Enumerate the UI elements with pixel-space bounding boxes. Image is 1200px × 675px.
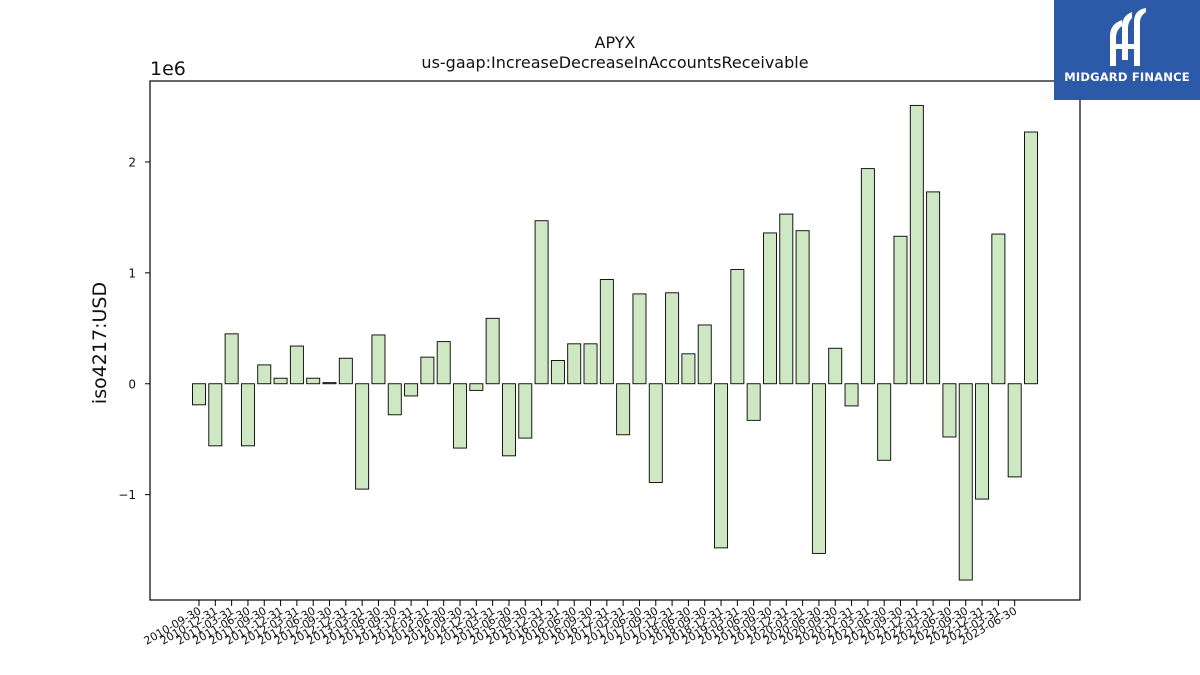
bar-2014-09-30 — [453, 383, 467, 449]
bar-2022-06-30 — [942, 383, 957, 438]
plot-frame — [149, 80, 1081, 601]
bar-2020-12-31 — [844, 383, 859, 407]
bar-2021-03-31 — [860, 168, 875, 385]
bar-2011-03-31 — [224, 333, 239, 385]
bar-51 — [1024, 131, 1038, 385]
y-tick-label: 0 — [128, 377, 136, 391]
bar-2022-03-31 — [926, 191, 941, 385]
bar-2012-12-31 — [338, 357, 353, 385]
bar-2021-09-30 — [893, 235, 908, 385]
x-axis: 2010-09-302010-12-312011-03-312011-06-30… — [142, 600, 1019, 648]
bar-2011-12-31 — [273, 377, 288, 385]
bar-2015-06-30 — [501, 383, 516, 457]
bar-2011-09-30 — [257, 364, 272, 385]
brand-logo: MIDGARD FINANCE — [1054, 0, 1200, 100]
bars-group — [192, 104, 1038, 581]
bar-2015-09-30 — [518, 383, 533, 439]
bar-2022-09-30 — [958, 383, 973, 581]
y-scale-label: 1e6 — [150, 58, 186, 80]
bar-2022-12-31 — [975, 383, 990, 500]
bar-2012-06-30 — [306, 377, 321, 385]
midgard-logo-icon — [1110, 8, 1146, 66]
bar-2019-09-30 — [763, 232, 777, 385]
bar-2013-06-30 — [371, 334, 386, 385]
bar-2017-09-30 — [648, 383, 663, 483]
bar-2012-09-30 — [322, 382, 337, 385]
bar-2020-09-30 — [828, 347, 843, 385]
bar-2017-03-31 — [616, 383, 631, 436]
logo-text: MIDGARD FINANCE — [1064, 70, 1190, 84]
bar-2016-06-30 — [567, 343, 582, 385]
bar-2023-06-30 — [1007, 383, 1022, 478]
bar-2020-03-31 — [795, 230, 810, 385]
y-tick-label: 2 — [128, 155, 136, 169]
bar-2019-12-31 — [779, 213, 794, 385]
y-axis-label: iso4217:USD — [89, 282, 111, 404]
chart-subtitle: us-gaap:IncreaseDecreaseInAccountsReceiv… — [421, 53, 809, 72]
chart-title: APYX — [594, 33, 636, 52]
bar-2015-03-31 — [485, 317, 500, 385]
bar-2010-09-30 — [192, 383, 206, 406]
bar-2019-03-31 — [730, 269, 745, 385]
bar-2021-06-30 — [877, 383, 892, 461]
bar-2018-12-31 — [714, 383, 729, 549]
bar-2014-06-30 — [436, 341, 451, 385]
y-axis: −1 0 1 2 — [118, 155, 150, 502]
bar-2015-12-31 — [534, 220, 549, 385]
bar-2018-09-30 — [697, 324, 712, 385]
bar-2010-12-31 — [208, 383, 223, 447]
bar-2016-12-31 — [599, 279, 614, 385]
bar-2014-12-31 — [469, 383, 484, 391]
bar-2019-06-30 — [746, 383, 761, 421]
bar-2021-12-31 — [909, 104, 924, 385]
bar-2017-06-30 — [632, 293, 647, 385]
bar-2014-03-31 — [420, 356, 435, 385]
bar-2016-09-30 — [583, 343, 598, 385]
bar-2017-12-31 — [665, 292, 680, 385]
bar-2011-06-30 — [240, 383, 255, 447]
bar-2018-06-30 — [681, 353, 696, 385]
bar-2016-03-31 — [550, 360, 565, 385]
bar-2012-03-31 — [289, 345, 304, 385]
bar-2013-09-30 — [387, 383, 402, 416]
bar-2013-03-31 — [355, 383, 370, 490]
bar-2023-03-31 — [991, 233, 1006, 385]
bar-2013-12-31 — [404, 383, 419, 397]
bar-2020-06-30 — [811, 383, 826, 554]
y-tick-label: 1 — [128, 266, 136, 280]
y-tick-label: −1 — [118, 488, 136, 502]
